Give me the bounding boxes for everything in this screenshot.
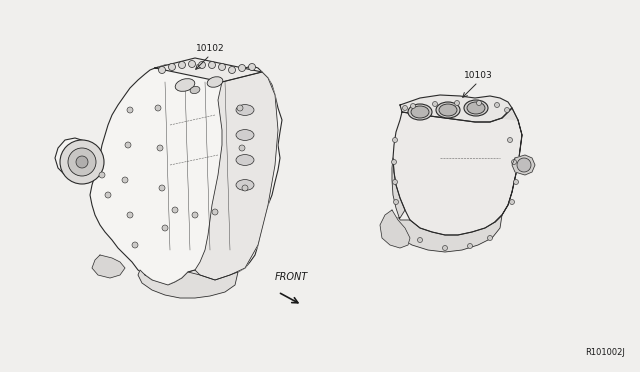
- Ellipse shape: [464, 100, 488, 116]
- Circle shape: [189, 61, 195, 67]
- Circle shape: [228, 67, 236, 74]
- Circle shape: [239, 64, 246, 71]
- Circle shape: [125, 142, 131, 148]
- Circle shape: [242, 185, 248, 191]
- Circle shape: [508, 138, 513, 142]
- Polygon shape: [380, 210, 410, 248]
- Polygon shape: [188, 72, 278, 280]
- Circle shape: [454, 100, 460, 106]
- Circle shape: [511, 160, 516, 164]
- Circle shape: [467, 244, 472, 248]
- Circle shape: [442, 246, 447, 250]
- Circle shape: [495, 103, 499, 108]
- Ellipse shape: [408, 104, 432, 120]
- Circle shape: [488, 235, 493, 241]
- Circle shape: [76, 156, 88, 168]
- Text: 10102: 10102: [196, 44, 224, 53]
- Text: R101002J: R101002J: [585, 348, 625, 357]
- Circle shape: [155, 105, 161, 111]
- Circle shape: [68, 148, 96, 176]
- Circle shape: [157, 145, 163, 151]
- Circle shape: [410, 103, 415, 109]
- Circle shape: [239, 145, 245, 151]
- Circle shape: [127, 107, 133, 113]
- Circle shape: [513, 180, 518, 185]
- Text: 10103: 10103: [463, 71, 492, 80]
- Circle shape: [212, 209, 218, 215]
- Text: FRONT: FRONT: [275, 272, 308, 282]
- Circle shape: [392, 138, 397, 142]
- Circle shape: [159, 67, 166, 74]
- Circle shape: [105, 192, 111, 198]
- Circle shape: [192, 212, 198, 218]
- Circle shape: [504, 108, 509, 112]
- Circle shape: [248, 64, 255, 71]
- Ellipse shape: [175, 78, 195, 92]
- Circle shape: [162, 225, 168, 231]
- Polygon shape: [495, 108, 522, 222]
- Ellipse shape: [411, 106, 429, 118]
- Circle shape: [60, 140, 104, 184]
- Circle shape: [433, 102, 438, 106]
- Polygon shape: [92, 255, 125, 278]
- Polygon shape: [55, 64, 282, 285]
- Circle shape: [237, 105, 243, 111]
- Circle shape: [392, 160, 397, 164]
- Polygon shape: [512, 155, 535, 175]
- Circle shape: [392, 180, 397, 185]
- Ellipse shape: [467, 102, 485, 114]
- Ellipse shape: [439, 104, 457, 116]
- Circle shape: [132, 242, 138, 248]
- Circle shape: [168, 64, 175, 71]
- Polygon shape: [393, 108, 522, 235]
- Circle shape: [198, 61, 205, 68]
- Polygon shape: [392, 158, 502, 252]
- Polygon shape: [155, 58, 262, 82]
- Circle shape: [99, 172, 105, 178]
- Polygon shape: [138, 270, 238, 298]
- Circle shape: [159, 185, 165, 191]
- Ellipse shape: [207, 77, 223, 87]
- Circle shape: [218, 64, 225, 71]
- Circle shape: [509, 199, 515, 205]
- Circle shape: [517, 158, 531, 172]
- Circle shape: [209, 61, 216, 68]
- Circle shape: [127, 212, 133, 218]
- Ellipse shape: [236, 155, 254, 166]
- Circle shape: [417, 237, 422, 243]
- Ellipse shape: [236, 180, 254, 190]
- Ellipse shape: [236, 129, 254, 140]
- Ellipse shape: [436, 102, 460, 118]
- Polygon shape: [400, 95, 512, 122]
- Circle shape: [172, 207, 178, 213]
- Circle shape: [477, 100, 481, 106]
- Circle shape: [394, 199, 399, 205]
- Circle shape: [403, 106, 408, 110]
- Circle shape: [179, 61, 186, 68]
- Ellipse shape: [236, 105, 254, 115]
- Circle shape: [122, 177, 128, 183]
- Ellipse shape: [190, 86, 200, 94]
